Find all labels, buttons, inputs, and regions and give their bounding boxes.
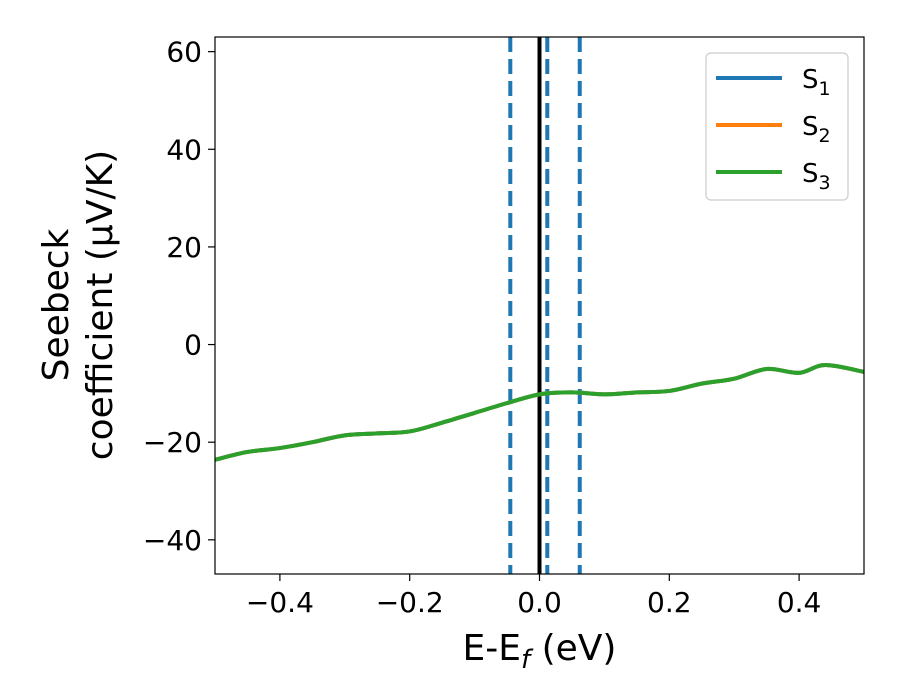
legend-label-sub: 2 (819, 125, 831, 147)
x-axis-label-tail: (eV) (530, 628, 616, 669)
x-tick-label: 0.0 (517, 586, 562, 619)
legend-label-name: S (802, 159, 819, 189)
y-tick-label: −20 (143, 426, 202, 459)
y-axis-label: Seebeck coefficient (μV/K) (36, 150, 121, 460)
axes: −0.4 −0.2 0.0 0.2 0.4 −40 −20 0 20 40 60 E-Ef (eV) S… (36, 36, 865, 675)
legend-label-name: S (802, 112, 819, 142)
legend-label-2: S2 (802, 112, 831, 147)
series-line-3 (215, 363, 864, 462)
x-axis-label: E-Ef (eV) (463, 628, 617, 675)
y-tick-label: 40 (166, 133, 202, 166)
y-tick-label: 20 (166, 231, 202, 264)
legend-label-sub: 1 (819, 78, 831, 100)
x-tick-label: −0.2 (376, 586, 444, 619)
x-axis-label-main: E-E (463, 628, 521, 669)
y-tick-label: −40 (143, 524, 202, 557)
y-tick-label: 0 (184, 329, 202, 362)
x-tick-label: 0.2 (647, 586, 692, 619)
y-axis-label-line2: coefficient (μV/K) (80, 150, 121, 460)
legend-label-1: S1 (802, 65, 831, 100)
y-axis-label-line1: Seebeck (36, 228, 77, 381)
plot-area (215, 37, 864, 574)
y-tick-label: 60 (166, 36, 202, 69)
legend-label-3: S3 (802, 159, 831, 194)
legend-label-sub: 3 (819, 172, 831, 194)
x-tick-label: 0.4 (777, 586, 822, 619)
legend-label-name: S (802, 65, 819, 95)
x-tick-label: −0.4 (246, 586, 314, 619)
